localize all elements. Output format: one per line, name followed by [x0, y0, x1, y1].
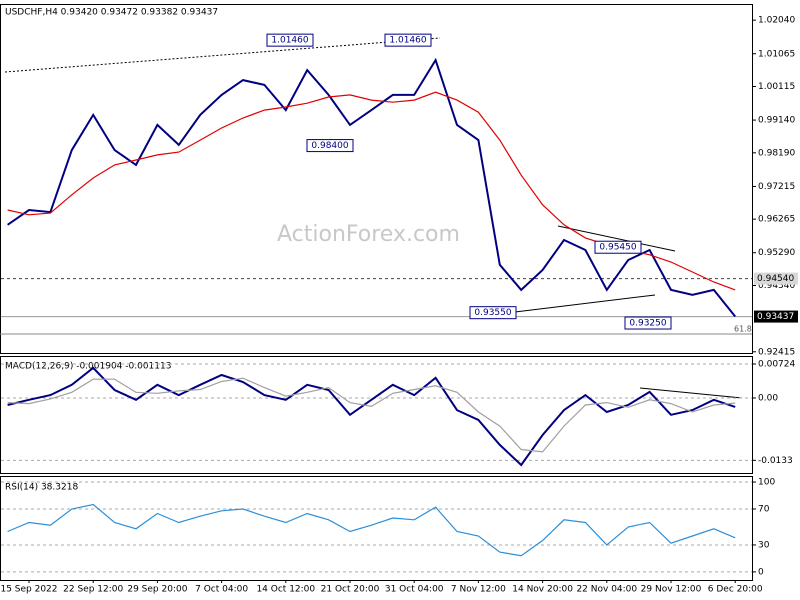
x-tick-label: 6 Dec 20:00	[708, 585, 763, 595]
level-label: 0.93250	[629, 319, 666, 329]
level-label: 0.98400	[311, 141, 348, 151]
series-line	[7, 366, 736, 467]
level-box	[306, 139, 354, 153]
level-box	[624, 316, 672, 330]
series-line	[7, 377, 736, 453]
y-tick-label: 0.94340	[758, 281, 795, 291]
rsi-title: RSI(14) 38.3218	[5, 483, 78, 493]
x-tick-label: 22 Nov 04:00	[576, 585, 637, 595]
x-tick-label: 15 Sep 2022	[0, 585, 57, 595]
level-box	[384, 33, 432, 47]
macd-panel	[0, 356, 753, 474]
y-tick-label: 0.98190	[758, 148, 795, 158]
y-tick-label: 0.00724	[758, 359, 795, 369]
x-tick-label: 14 Oct 12:00	[256, 585, 315, 595]
x-tick-label: 7 Nov 12:00	[451, 585, 506, 595]
series-line	[7, 57, 736, 318]
y-tick-label: 0.99140	[758, 116, 795, 126]
level-label: 1.01460	[271, 36, 308, 46]
y-tick-label: 1.01065	[758, 49, 795, 59]
level-label: 0.93550	[474, 308, 511, 318]
y-tick-label: 0.96265	[758, 215, 795, 225]
y-tick-label: 0.00	[758, 393, 778, 403]
price-label: 0.94540	[757, 274, 794, 284]
main-panel	[0, 4, 753, 354]
macd-title: MACD(12,26,9) -0.001904 -0.001113	[5, 362, 171, 372]
series-line	[7, 503, 736, 557]
price-label: 0.93437	[757, 312, 794, 322]
y-tick-label: 1.02040	[758, 16, 795, 26]
x-tick-label: 14 Nov 20:00	[512, 585, 573, 595]
x-tick-label: 7 Oct 04:00	[195, 585, 248, 595]
price-box	[754, 310, 798, 323]
y-tick-label: 0	[758, 567, 764, 577]
trend-line	[639, 387, 743, 399]
level-label: 1.01460	[389, 36, 426, 46]
price-box	[754, 272, 798, 285]
x-tick-label: 21 Oct 20:00	[321, 585, 380, 595]
fib-label: 61.8	[734, 325, 752, 334]
y-tick-label: 0.92415	[758, 347, 795, 357]
y-tick-label: 100	[758, 478, 775, 488]
level-box	[469, 306, 517, 320]
level-label: 0.95450	[599, 243, 636, 253]
trend-line	[4, 37, 441, 73]
trend-line	[557, 225, 676, 252]
level-box	[266, 33, 314, 47]
y-tick-label: 0.97215	[758, 182, 795, 192]
level-box	[594, 240, 642, 254]
trend-line	[514, 294, 656, 313]
y-tick-label: 1.00115	[758, 82, 795, 92]
x-tick-label: 29 Sep 20:00	[127, 585, 187, 595]
chart-title: USDCHF,H4 0.93420 0.93472 0.93382 0.9343…	[5, 8, 218, 18]
y-tick-label: 70	[758, 504, 770, 514]
y-tick-label: 30	[758, 540, 770, 550]
x-tick-label: 31 Oct 04:00	[385, 585, 444, 595]
watermark: ActionForex.com	[277, 222, 460, 247]
rsi-panel	[0, 476, 753, 581]
y-tick-label: 0.95290	[758, 248, 795, 258]
x-tick-label: 29 Nov 12:00	[641, 585, 702, 595]
x-tick-label: 22 Sep 12:00	[63, 585, 123, 595]
y-tick-label: -0.0133	[758, 456, 793, 466]
